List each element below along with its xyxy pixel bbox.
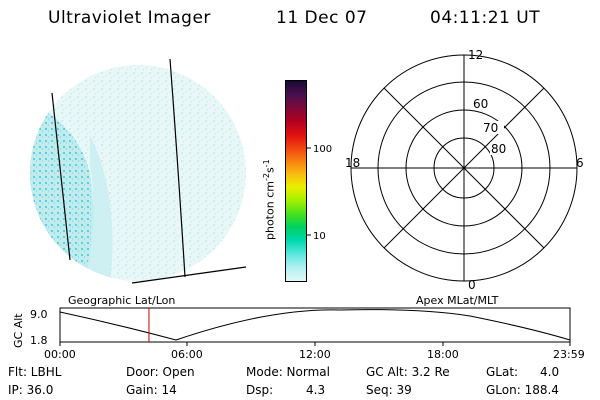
ip-info: IP: 36.0 (8, 383, 54, 397)
alt-tick-min: 1.8 (30, 334, 48, 347)
time-tick-0: 00:00 (44, 348, 76, 361)
time-tick-3: 18:00 (427, 348, 459, 361)
colorbar-tick-100: 100 (313, 144, 332, 155)
timeline-frame (59, 307, 571, 343)
lat-label-60: 60 (473, 97, 488, 111)
instrument-title: Ultraviolet Imager (48, 8, 211, 28)
dsp-value: 4.3 (306, 383, 326, 397)
earth-disk (30, 65, 246, 281)
gc-alt-info: GC Alt: 3.2 Re (366, 365, 450, 379)
filter-info: Flt: LBHL (8, 365, 62, 379)
dsp-label: Dsp: (246, 383, 274, 397)
seq-info: Seq: 39 (366, 383, 412, 397)
mlt-label-6: 6 (576, 156, 584, 170)
glat-value: 4.0 (540, 365, 560, 379)
gain-info: Gain: 14 (126, 383, 177, 397)
apex-label: Apex MLat/MLT (416, 294, 499, 307)
geographic-label: Geographic Lat/Lon (68, 294, 176, 307)
time-label: 04:11:21 UT (430, 8, 541, 28)
alt-tick-max: 9.0 (30, 308, 48, 321)
time-tick-4: 23:59 (553, 348, 585, 361)
latitude-line (131, 266, 247, 284)
lat-label-80: 80 (491, 142, 506, 156)
time-tick-2: 12:00 (299, 348, 331, 361)
longitude-line (51, 92, 71, 261)
colorbar-label: photon cm-2s-1 (262, 159, 277, 240)
auroral-image (30, 58, 247, 284)
colorbar-label-s: s (263, 167, 277, 174)
time-tick-1: 06:00 (171, 348, 203, 361)
colorbar-label-exp1: -2 (262, 173, 271, 182)
colorbar-tick-10: 10 (313, 231, 326, 242)
colorbar-ticks: 100 10 (306, 144, 332, 242)
polar-plot: 60 70 80 12 18 6 0 (345, 48, 584, 292)
glon-info: GLon: 188.4 (486, 383, 559, 397)
longitude-line (169, 58, 186, 278)
altitude-curve (59, 309, 571, 341)
colorbar-label-text: photon cm (263, 181, 277, 240)
date-label: 11 Dec 07 (276, 8, 368, 28)
mlt-label-0: 0 (468, 278, 476, 292)
glat-label: GLat: (486, 365, 519, 379)
alt-axis-label: GC Alt (12, 313, 25, 348)
color-bar (285, 80, 307, 282)
mlt-label-18: 18 (345, 156, 360, 170)
orbit-timeline: 9.0 1.8 GC Alt 00:00 06:00 12:00 18:00 2… (12, 307, 585, 361)
lat-label-70: 70 (483, 121, 498, 135)
mlt-label-12: 12 (468, 48, 483, 62)
door-info: Door: Open (126, 365, 195, 379)
mode-info: Mode: Normal (246, 365, 330, 379)
colorbar-label-exp2: -1 (262, 159, 271, 168)
